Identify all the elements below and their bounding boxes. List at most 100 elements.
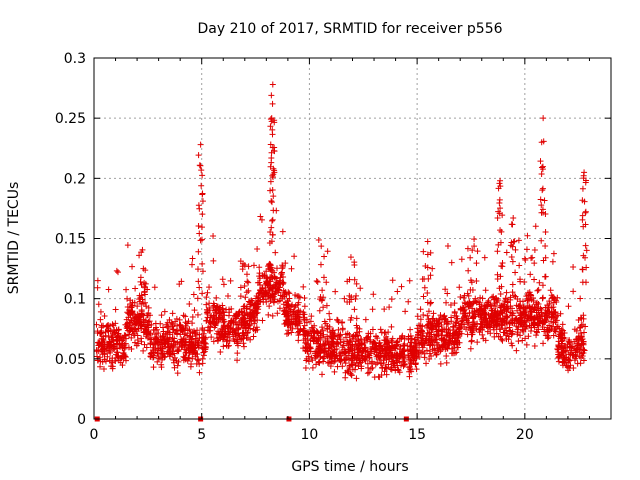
axis-ticks: 0 0.05 0.1 0.15 0.2 0.25 0.3 0 5 10 15 20 xyxy=(55,51,611,443)
data-point-plus xyxy=(429,336,436,343)
data-point-plus xyxy=(95,301,102,308)
data-point-plus xyxy=(137,274,144,281)
data-point-plus xyxy=(383,347,390,354)
data-point-plus xyxy=(238,315,245,322)
data-point-plus xyxy=(384,344,391,351)
data-point-plus xyxy=(554,312,561,319)
data-point-plus xyxy=(579,197,586,204)
data-point-plus xyxy=(534,329,541,336)
data-point-plus xyxy=(251,313,258,320)
data-point-plus xyxy=(428,325,435,332)
data-point-plus xyxy=(559,321,566,328)
data-point-plus xyxy=(376,342,383,349)
data-point-plus xyxy=(565,351,572,358)
data-point-plus xyxy=(225,342,232,349)
data-point-plus xyxy=(262,281,269,288)
data-point-plus xyxy=(324,359,331,366)
data-point-plus xyxy=(325,341,332,348)
data-point-plus xyxy=(268,159,275,166)
data-point-plus xyxy=(408,360,415,367)
data-point-plus xyxy=(344,367,351,374)
data-point-plus xyxy=(443,352,450,359)
data-point-plus xyxy=(155,330,162,337)
data-point-plus xyxy=(388,323,395,330)
data-point-plus xyxy=(551,315,558,322)
data-point-plus xyxy=(352,362,359,369)
data-point-plus xyxy=(458,318,465,325)
data-point-plus xyxy=(396,346,403,353)
data-point-plus xyxy=(178,278,185,285)
data-point-plus xyxy=(581,169,588,176)
data-point-plus xyxy=(305,358,312,365)
data-point-plus xyxy=(465,315,472,322)
data-point-plus xyxy=(267,187,274,194)
data-point-plus xyxy=(309,364,316,371)
data-point-plus xyxy=(104,353,111,360)
data-point-plus xyxy=(380,357,387,364)
data-point-plus xyxy=(358,340,365,347)
data-point-plus xyxy=(216,310,223,317)
data-point-plus xyxy=(341,295,348,302)
data-point-plus xyxy=(175,358,182,365)
data-point-plus xyxy=(316,350,323,357)
data-point-plus xyxy=(267,141,274,148)
data-point-plus xyxy=(465,324,472,331)
data-point-plus xyxy=(557,335,564,342)
data-point-plus xyxy=(161,353,168,360)
data-point-plus xyxy=(578,315,585,322)
data-point-plus xyxy=(418,349,425,356)
data-point-plus xyxy=(208,312,215,319)
data-point-plus xyxy=(194,266,201,273)
data-point-plus xyxy=(141,341,148,348)
data-point-plus xyxy=(544,327,551,334)
data-point-plus xyxy=(260,273,267,280)
data-point-plus xyxy=(355,363,362,370)
data-point-plus xyxy=(219,276,226,283)
data-point-plus xyxy=(387,366,394,373)
data-point-plus xyxy=(304,336,311,343)
data-point-plus xyxy=(97,354,104,361)
data-point-plus xyxy=(466,298,473,305)
data-point-plus xyxy=(469,247,476,254)
data-point-plus xyxy=(320,349,327,356)
data-point-plus xyxy=(377,326,384,333)
data-point-plus xyxy=(369,326,376,333)
data-point-plus xyxy=(347,338,354,345)
data-point-plus xyxy=(410,344,417,351)
data-point-plus xyxy=(281,293,288,300)
data-point-plus xyxy=(491,303,498,310)
data-point-plus xyxy=(503,289,510,296)
data-point-plus xyxy=(189,314,196,321)
data-point-plus xyxy=(257,275,264,282)
data-point-plus xyxy=(288,329,295,336)
data-point-plus xyxy=(424,289,431,296)
data-point-plus xyxy=(245,279,252,286)
data-point-plus xyxy=(540,340,547,347)
data-point-plus xyxy=(558,331,565,338)
data-point-plus xyxy=(346,339,353,346)
data-point-plus xyxy=(571,345,578,352)
data-point-plus xyxy=(539,294,546,301)
data-point-plus xyxy=(237,293,244,300)
data-point-plus xyxy=(354,346,361,353)
data-point-plus xyxy=(289,320,296,327)
data-point-plus xyxy=(579,216,586,223)
x-tick-label: 5 xyxy=(197,427,206,443)
data-point-plus xyxy=(544,302,551,309)
data-point-plus xyxy=(389,277,396,284)
data-point-plus xyxy=(542,242,549,249)
data-point-plus xyxy=(117,333,124,340)
data-point-plus xyxy=(494,248,501,255)
data-point-plus xyxy=(141,289,148,296)
data-point-plus xyxy=(134,303,141,310)
data-point-plus xyxy=(160,324,167,331)
data-point-plus xyxy=(326,310,333,317)
data-point-plus xyxy=(224,293,231,300)
data-point-plus xyxy=(348,355,355,362)
data-point-plus xyxy=(397,352,404,359)
data-point-plus xyxy=(525,289,532,296)
data-point-plus xyxy=(194,295,201,302)
data-point-plus xyxy=(395,367,402,374)
data-point-plus xyxy=(300,283,307,290)
data-point-plus xyxy=(138,338,145,345)
